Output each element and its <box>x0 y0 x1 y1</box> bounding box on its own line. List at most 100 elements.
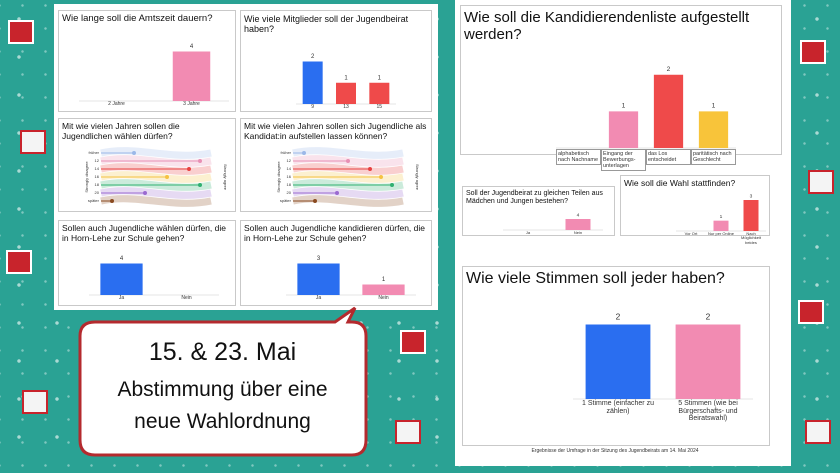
category-label: 3 Jahre <box>183 101 200 107</box>
band <box>292 187 404 199</box>
value-label: 2 <box>311 54 315 60</box>
category-label: das Los entscheidet <box>646 149 691 166</box>
value-label: 1 <box>382 277 386 283</box>
category-label: 1 Stimme (einfacher zu zählen) <box>582 400 654 415</box>
band <box>100 147 212 159</box>
bar <box>585 324 651 399</box>
bar <box>362 284 405 295</box>
axis-label: Strongly disagree <box>276 161 281 193</box>
value-label: 1 <box>712 103 716 110</box>
bar <box>369 82 390 104</box>
scale-dot <box>313 199 317 203</box>
row-label: 20 <box>95 190 100 195</box>
bar <box>302 61 323 104</box>
bar <box>608 111 639 148</box>
chart-panel: Wie viele Stimmen soll jeder haben? 2 2 1 S… <box>462 266 770 446</box>
scale-dot <box>335 191 339 195</box>
bubble-text: neue Wahlordnung <box>134 410 311 433</box>
scale-dot <box>379 175 383 179</box>
chart-panel: Sollen auch Jugendliche kandidieren dürf… <box>240 220 432 306</box>
scale-dot <box>165 175 169 179</box>
chart-title: Soll der Jugendbeirat zu gleichen Teilen… <box>466 190 603 206</box>
axis-label: Strongly disagree <box>84 161 89 193</box>
band <box>292 195 404 207</box>
chart-title: Sollen auch Jugendliche wählen dürfen, d… <box>62 223 226 243</box>
footer: Ergebnisse der Umfrage in der Sitzung de… <box>531 448 699 454</box>
decoration <box>20 130 46 154</box>
row-label: später <box>280 198 292 203</box>
plot: Strongly disagree Strongly agree früher 12 1… <box>84 147 228 207</box>
chart-panel: Wie viele Mitglieder soll der Jugendbeir… <box>240 10 432 112</box>
bubble-text: Abstimmung über eine <box>117 378 328 401</box>
category-label: 15 <box>376 104 383 110</box>
plot: Strongly disagree Strongly agree früher 12 1… <box>276 147 420 207</box>
bar <box>713 220 729 231</box>
scale-dot <box>198 183 202 187</box>
chart-title: Wie viele Mitglieder soll der Jugendbeir… <box>244 14 409 35</box>
bar <box>100 263 143 295</box>
decoration <box>805 420 831 444</box>
plot: 31 <box>286 256 416 296</box>
chart-panel: Wie soll die Wahl stattfinden? 1 3 Vor Ort N… <box>620 175 770 245</box>
row-label: früher <box>281 150 292 155</box>
bubble-shape <box>78 306 368 457</box>
chart-panel: Wie soll die Kandidierendenliste aufgest… <box>460 5 782 172</box>
value-label: 4 <box>120 256 124 262</box>
decoration <box>798 300 824 324</box>
row-label: 14 <box>287 166 292 171</box>
value-label: 1 <box>622 103 626 110</box>
category-label: Vor Ort <box>684 231 698 236</box>
category-label: 13 <box>343 104 349 110</box>
category-label: alphabetisch nach Nachname <box>556 149 601 166</box>
scale-dot <box>198 159 202 163</box>
row-label: 16 <box>287 174 292 179</box>
chart-panel: Mit wie vielen Jahren sollen die Jugendl… <box>58 118 236 212</box>
chart-title: Sollen auch Jugendliche kandidieren dürf… <box>244 223 425 243</box>
chart-title: Mit wie vielen Jahren sollen die Jugendl… <box>62 121 180 141</box>
chart-panel: Soll der Jugendbeirat zu gleichen Teilen… <box>462 186 615 236</box>
row-label: später <box>88 198 100 203</box>
decoration <box>808 170 834 194</box>
scale-dot <box>368 167 372 171</box>
band <box>100 187 212 199</box>
value-label: 2 <box>706 312 711 322</box>
value-label: 1 <box>344 75 348 81</box>
category-label: Nur per Online <box>707 231 734 236</box>
chart-title: Wie viele Stimmen soll jeder haben? <box>466 270 725 287</box>
bar <box>297 263 340 295</box>
axis-label: Strongly agree <box>415 164 420 191</box>
scale-dot <box>187 167 191 171</box>
category-label: Eingang der Bewerbungs-unterlagen <box>601 149 646 172</box>
chart-title: Wie soll die Kandidierendenliste aufgest… <box>464 9 750 44</box>
scale-dot <box>390 183 394 187</box>
band <box>292 147 404 159</box>
category-label: Ja <box>525 230 531 235</box>
band <box>100 195 212 207</box>
value-label: 4 <box>190 44 194 50</box>
category-label: 5 Stimmen (wie bei Bürgerschafts- und Be… <box>678 400 738 423</box>
decoration <box>22 390 48 414</box>
row-label: 20 <box>287 190 292 195</box>
chart-title: Wie soll die Wahl stattfinden? <box>624 178 736 188</box>
axis-label: Strongly agree <box>223 164 228 191</box>
category-label: 9 <box>311 104 315 110</box>
category-label: paritätisch nach Geschlecht <box>691 149 736 166</box>
decoration <box>800 40 826 64</box>
chart-panel: Mit wie vielen Jahren sollen sich Jugend… <box>240 118 432 212</box>
plot: 4 <box>79 44 229 102</box>
category-label: Ja <box>315 295 322 301</box>
value-label: 3 <box>317 256 321 262</box>
scale-dot <box>110 199 114 203</box>
bar <box>172 51 211 101</box>
category-label: Nach Möglichkeit beides <box>740 231 761 245</box>
category-label: Nein <box>378 295 389 301</box>
chart-panel: Sollen auch Jugendliche wählen dürfen, d… <box>58 220 236 306</box>
bar <box>675 324 741 399</box>
category-label: Nein <box>181 295 192 301</box>
value-label: 4 <box>577 212 580 218</box>
row-label: 16 <box>95 174 100 179</box>
decoration <box>8 20 34 44</box>
bar <box>743 200 759 231</box>
row-label: 14 <box>95 166 100 171</box>
